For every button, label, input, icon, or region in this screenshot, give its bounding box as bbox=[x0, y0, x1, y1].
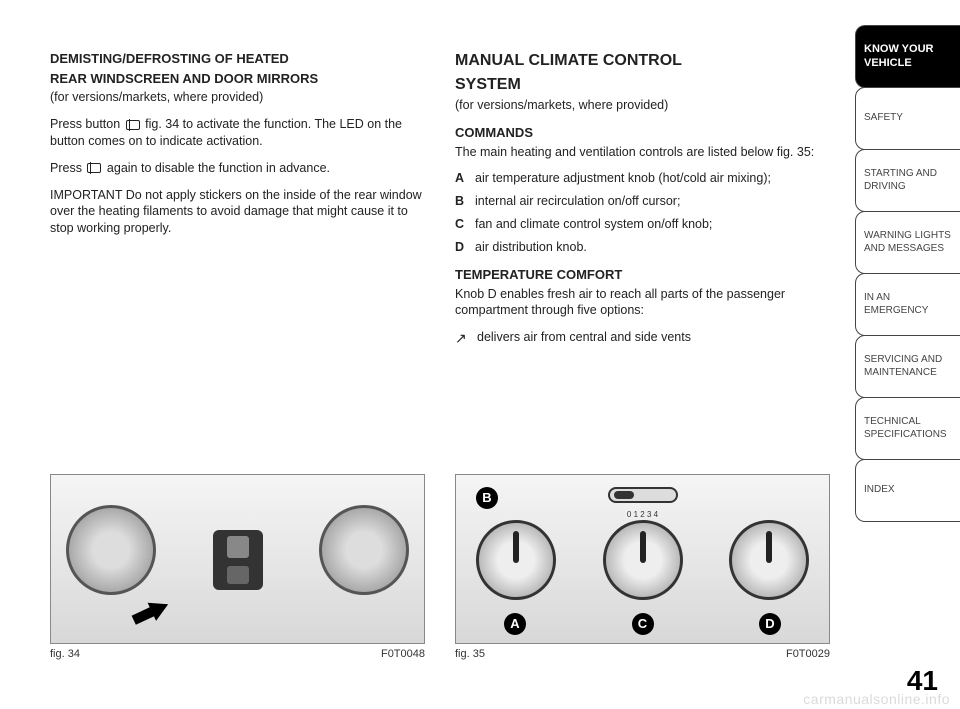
label-D: D bbox=[759, 613, 781, 635]
item-letter: D bbox=[455, 239, 469, 256]
item-B: B internal air recirculation on/off curs… bbox=[455, 193, 830, 210]
left-heading-line1: DEMISTING/DEFROSTING OF HEATED bbox=[50, 50, 425, 68]
nav-tab-safety[interactable]: SAFETY bbox=[855, 87, 960, 150]
vent-text: delivers air from central and side vents bbox=[477, 329, 691, 348]
nav-tab-starting-driving[interactable]: STARTING AND DRIVING bbox=[855, 149, 960, 212]
item-letter: C bbox=[455, 216, 469, 233]
fig35-code: F0T0029 bbox=[786, 648, 830, 660]
right-note: (for versions/markets, where provided) bbox=[455, 97, 830, 114]
nav-tab-emergency[interactable]: IN AN EMERGENCY bbox=[855, 273, 960, 336]
page-content: DEMISTING/DEFROSTING OF HEATED REAR WIND… bbox=[50, 50, 830, 670]
item-D: D air distribution knob. bbox=[455, 239, 830, 256]
vent-graphic bbox=[66, 505, 156, 595]
item-letter: B bbox=[455, 193, 469, 210]
item-text: air distribution knob. bbox=[475, 239, 587, 256]
slider-graphic bbox=[608, 487, 678, 503]
left-p1: Press button fig. 34 to activate the fun… bbox=[50, 116, 425, 150]
vent-line: ↗ delivers air from central and side ven… bbox=[455, 329, 830, 348]
fig34-code: F0T0048 bbox=[381, 648, 425, 660]
figure-34-caption: fig. 34 F0T0048 bbox=[50, 648, 425, 660]
nav-tab-servicing[interactable]: SERVICING AND MAINTENANCE bbox=[855, 335, 960, 398]
label-A: A bbox=[504, 613, 526, 635]
right-column: MANUAL CLIMATE CONTROL SYSTEM (for versi… bbox=[455, 50, 830, 354]
knob-A-graphic bbox=[476, 520, 556, 600]
figure-34-image bbox=[50, 474, 425, 644]
left-p2b: again to disable the function in advance… bbox=[103, 161, 330, 175]
nav-tab-warning-lights[interactable]: WARNING LIGHTS AND MESSAGES bbox=[855, 211, 960, 274]
figure-35-image: 0 1 2 3 4 A B C D bbox=[455, 474, 830, 644]
knob-numbers: 0 1 2 3 4 bbox=[598, 510, 688, 519]
left-column: DEMISTING/DEFROSTING OF HEATED REAR WIND… bbox=[50, 50, 425, 354]
figures-row: fig. 34 F0T0048 0 1 2 3 4 A B C D fig. 3… bbox=[50, 474, 830, 660]
side-nav: KNOW YOUR VEHICLE SAFETY STARTING AND DR… bbox=[855, 25, 960, 521]
right-title-line2: SYSTEM bbox=[455, 74, 830, 96]
left-p1a: Press button bbox=[50, 117, 124, 131]
watermark: carmanualsonline.info bbox=[803, 691, 950, 707]
button-graphic bbox=[213, 530, 263, 590]
figure-34: fig. 34 F0T0048 bbox=[50, 474, 425, 660]
arrow-icon bbox=[148, 595, 173, 621]
fig34-label: fig. 34 bbox=[50, 648, 80, 660]
left-p3: IMPORTANT Do not apply stickers on the i… bbox=[50, 187, 425, 238]
knob-D-graphic bbox=[729, 520, 809, 600]
temp-text: Knob D enables fresh air to reach all pa… bbox=[455, 286, 830, 320]
nav-tab-know-your-vehicle[interactable]: KNOW YOUR VEHICLE bbox=[855, 25, 960, 88]
vent-icon: ↗ bbox=[455, 329, 471, 348]
item-text: internal air recirculation on/off cursor… bbox=[475, 193, 680, 210]
item-text: air temperature adjustment knob (hot/col… bbox=[475, 170, 771, 187]
commands-intro: The main heating and ventilation control… bbox=[455, 144, 830, 161]
item-A: A air temperature adjustment knob (hot/c… bbox=[455, 170, 830, 187]
figure-35: 0 1 2 3 4 A B C D fig. 35 F0T0029 bbox=[455, 474, 830, 660]
label-C: C bbox=[632, 613, 654, 635]
left-p2a: Press bbox=[50, 161, 85, 175]
defrost-icon bbox=[87, 163, 101, 173]
item-letter: A bbox=[455, 170, 469, 187]
nav-tab-technical[interactable]: TECHNICAL SPECIFICATIONS bbox=[855, 397, 960, 460]
right-title-line1: MANUAL CLIMATE CONTROL bbox=[455, 50, 830, 72]
left-heading-line2: REAR WINDSCREEN AND DOOR MIRRORS bbox=[50, 70, 425, 88]
knob-C-graphic bbox=[603, 520, 683, 600]
fig35-label: fig. 35 bbox=[455, 648, 485, 660]
defrost-icon bbox=[126, 120, 140, 130]
item-text: fan and climate control system on/off kn… bbox=[475, 216, 712, 233]
left-note: (for versions/markets, where provided) bbox=[50, 89, 425, 106]
nav-tab-index[interactable]: INDEX bbox=[855, 459, 960, 522]
commands-heading: COMMANDS bbox=[455, 124, 830, 142]
text-columns: DEMISTING/DEFROSTING OF HEATED REAR WIND… bbox=[50, 50, 830, 354]
label-B: B bbox=[476, 487, 498, 509]
item-C: C fan and climate control system on/off … bbox=[455, 216, 830, 233]
left-p2: Press again to disable the function in a… bbox=[50, 160, 425, 177]
temp-heading: TEMPERATURE COMFORT bbox=[455, 266, 830, 284]
figure-35-caption: fig. 35 F0T0029 bbox=[455, 648, 830, 660]
vent-graphic bbox=[319, 505, 409, 595]
